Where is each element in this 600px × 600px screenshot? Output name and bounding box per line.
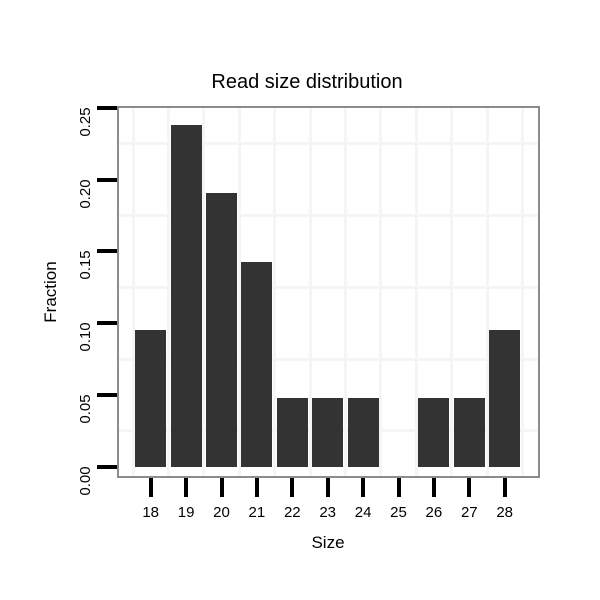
minor-gridline-vertical [343,108,347,476]
y-axis-title: Fraction [41,261,60,323]
x-tick-label-23: 23 [319,504,337,521]
x-tick-label-20: 20 [213,504,230,521]
bar-27 [453,398,485,467]
y-tick-label-0.10: 0.10 [77,322,94,352]
minor-gridline-horizontal [119,285,538,289]
x-tick-18 [148,478,153,497]
y-tick-label-0.20: 0.20 [77,179,94,209]
bar-18 [135,330,167,467]
minor-gridline-vertical [166,108,170,476]
bar-23 [312,398,344,467]
minor-gridline-horizontal [119,214,538,218]
y-tick-label-0.05: 0.05 [77,394,94,424]
x-tick-21 [254,478,259,497]
plot-panel [117,106,540,478]
y-tick-label-0.00: 0.00 [77,466,94,496]
minor-gridline-horizontal [119,142,538,146]
chart-title: Read size distribution [211,71,403,93]
x-tick-label-27: 27 [460,504,478,521]
bar-22 [276,398,308,467]
bar-26 [418,398,450,467]
minor-gridline-vertical [379,108,383,476]
minor-gridline-vertical [273,108,277,476]
x-tick-label-18: 18 [142,504,160,521]
x-tick-26 [431,478,436,497]
bar-21 [241,261,273,467]
x-tick-24 [361,478,366,497]
x-tick-23 [325,478,330,497]
minor-gridline-vertical [237,108,241,476]
bar-20 [206,193,237,467]
x-tick-label-28: 28 [496,504,514,521]
x-tick-label-22: 22 [283,504,301,521]
x-tick-label-24: 24 [354,504,372,521]
bar-19 [170,125,202,467]
x-tick-28 [502,478,507,497]
y-tick-0.15 [97,249,117,254]
y-tick-0.10 [97,321,117,326]
bar-24 [347,398,379,467]
x-tick-label-25: 25 [390,504,407,521]
minor-gridline-vertical [131,108,135,476]
x-tick-label-19: 19 [177,504,195,521]
x-tick-27 [467,478,472,497]
y-tick-label-0.15: 0.15 [77,250,94,281]
minor-gridline-vertical [414,108,418,476]
x-tick-25 [396,478,401,497]
y-tick-label-0.25: 0.25 [77,107,94,137]
y-tick-0.05 [97,392,117,397]
minor-gridline-vertical [450,108,454,476]
x-tick-19 [184,478,189,497]
x-tick-label-21: 21 [248,504,266,521]
minor-gridline-vertical [202,108,206,476]
x-tick-20 [219,478,224,497]
x-axis-title: Size [311,533,345,552]
y-tick-0.00 [97,464,117,469]
x-tick-22 [290,478,295,497]
x-tick-label-26: 26 [425,504,443,521]
minor-gridline-horizontal [119,357,538,361]
minor-gridline-vertical [520,108,524,476]
bar-28 [489,330,521,467]
y-tick-0.20 [97,177,117,182]
minor-gridline-vertical [485,108,489,476]
y-tick-0.25 [97,106,117,110]
minor-gridline-vertical [308,108,312,476]
